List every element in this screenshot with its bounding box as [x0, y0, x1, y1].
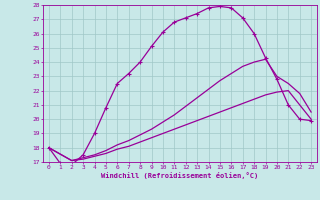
X-axis label: Windchill (Refroidissement éolien,°C): Windchill (Refroidissement éolien,°C): [101, 172, 259, 179]
